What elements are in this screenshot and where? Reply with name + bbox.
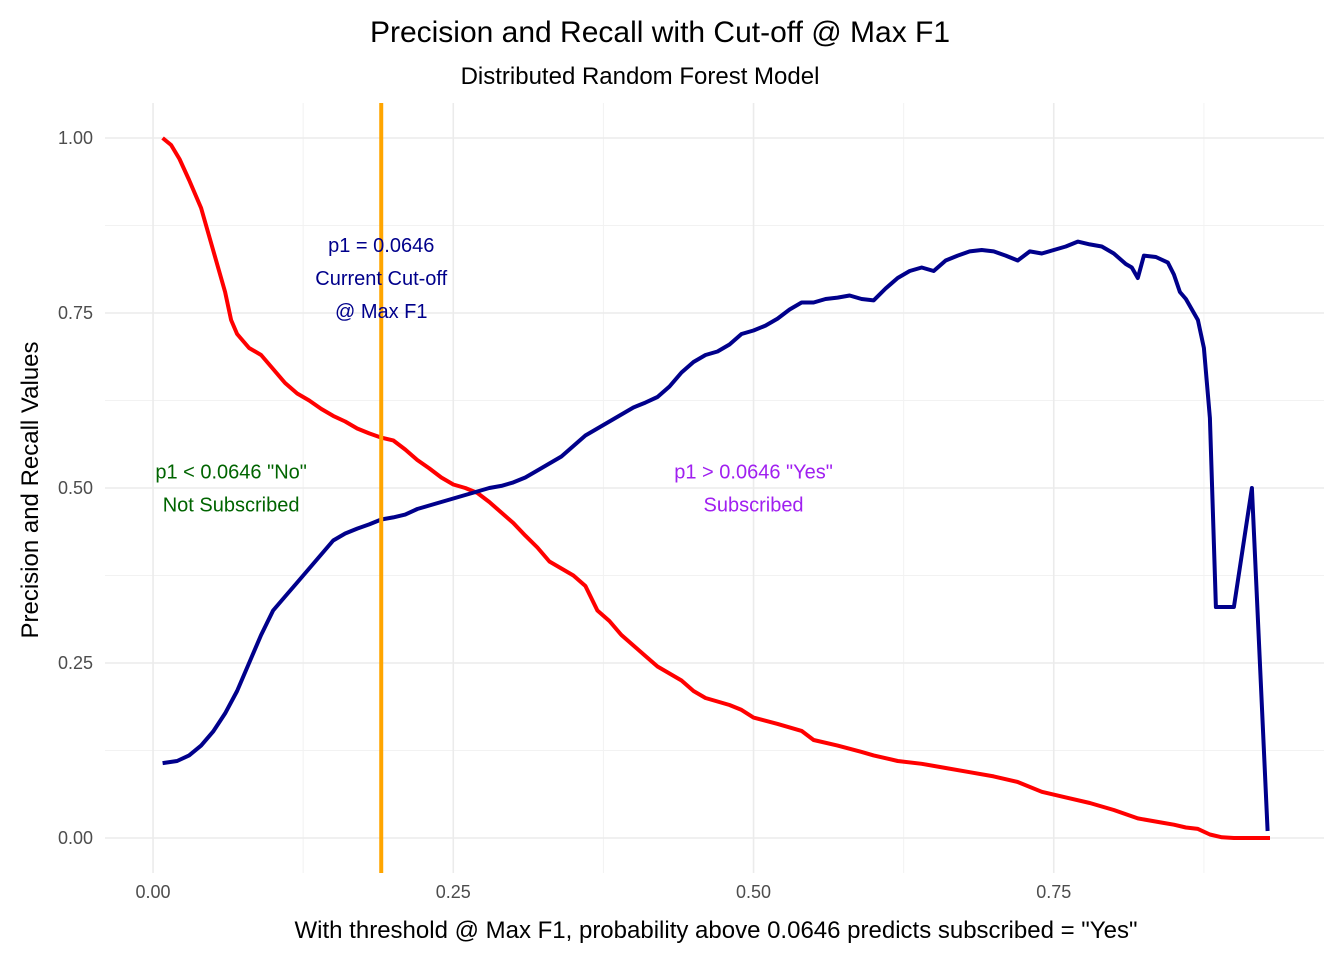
- annotation-text: @ Max F1: [335, 301, 428, 323]
- annotation-text: Not Subscribed: [163, 495, 300, 517]
- y-tick-label: 0.50: [58, 478, 93, 498]
- x-tick-label: 0.00: [136, 882, 171, 902]
- chart-title: Precision and Recall with Cut-off @ Max …: [370, 16, 950, 49]
- y-tick-label: 1.00: [58, 128, 93, 148]
- series-layer: [161, 136, 1270, 840]
- annotation-text: Subscribed: [704, 495, 804, 517]
- chart-subtitle: Distributed Random Forest Model: [461, 63, 820, 90]
- annotation-layer: p1 = 0.0646 Current Cut-off @ Max F1 p1 < 0…: [155, 235, 832, 517]
- y-tick-label: 0.75: [58, 303, 93, 323]
- tick-labels: 0.00 0.25 0.50 0.75 0.00 0.25 0.50 0.75 1.00: [58, 128, 1071, 902]
- x-tick-label: 0.50: [736, 882, 771, 902]
- series-line-2: [162, 239, 1270, 832]
- y-tick-label: 0.25: [58, 653, 93, 673]
- y-tick-label: 0.00: [58, 828, 93, 848]
- annotation-text: Current Cut-off: [315, 268, 447, 290]
- x-tick-label: 0.75: [1036, 882, 1071, 902]
- grid: [105, 103, 1324, 873]
- annotation-text: p1 < 0.0646 "No": [155, 462, 307, 484]
- x-tick-label: 0.25: [436, 882, 471, 902]
- y-axis-title: Precision and Recall Values: [17, 341, 44, 638]
- annotation-text: p1 > 0.0646 "Yes": [674, 462, 833, 484]
- annotation-text: p1 = 0.0646: [328, 235, 434, 257]
- series-line-1: [161, 136, 1270, 840]
- x-axis-title: With threshold @ Max F1, probability abo…: [295, 917, 1138, 944]
